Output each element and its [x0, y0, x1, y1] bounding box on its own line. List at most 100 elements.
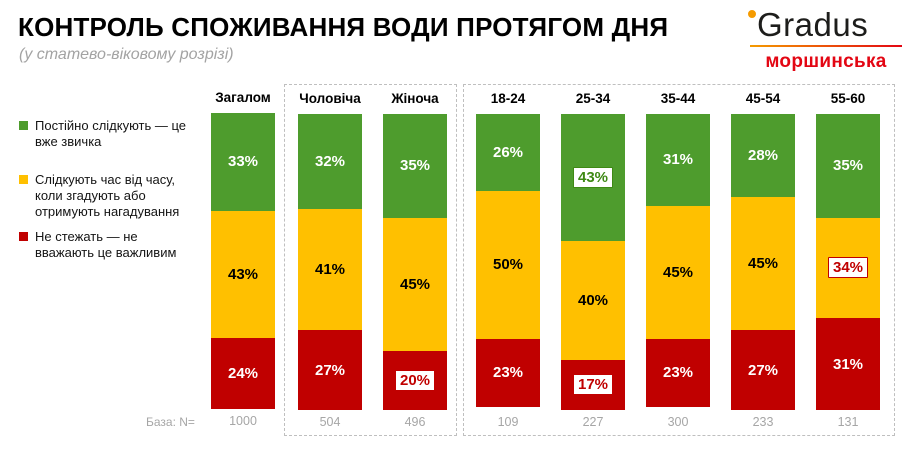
column-header-female: Жіноча	[391, 91, 439, 106]
segment-value-label: 43%	[572, 167, 614, 189]
plot-area: Загалом 33% 43% 24% 1000 Чоловіча 32% 41% 27% 504…	[195, 84, 895, 436]
segment-constant: 31%	[646, 114, 710, 206]
logo-underline	[750, 45, 902, 47]
column-total: Загалом 33% 43% 24% 1000	[211, 88, 275, 430]
segment-value-label: 50%	[492, 256, 524, 274]
column-header-age-35-44: 35-44	[660, 91, 696, 106]
segment-value-label: 45%	[399, 275, 431, 293]
segment-constant: 35%	[383, 114, 447, 218]
segment-value-label: 23%	[492, 364, 524, 382]
column-header-total: Загалом	[215, 90, 271, 105]
column-header-age-45-54: 45-54	[745, 91, 781, 106]
segment-never: 23%	[476, 338, 540, 408]
column-age-18-24: 18-24 26% 50% 23% 109	[476, 89, 540, 429]
stacked-bar-female: 35% 45% 20%	[383, 114, 447, 410]
segment-occasional: 45%	[646, 205, 710, 339]
column-female: Жіноча 35% 45% 20% 496	[383, 89, 447, 429]
legend-item-never: Не стежать — не вважають це важливим	[18, 229, 194, 261]
base-n-value-total: 1000	[229, 414, 257, 428]
segment-occasional: 40%	[561, 241, 625, 360]
segment-value-label: 43%	[227, 265, 259, 283]
legend-item-constant: Постійно слідкують — це вже звичка	[18, 118, 194, 150]
segment-constant: 33%	[211, 113, 275, 211]
group-age: 18-24 26% 50% 23% 109 25-34 43% 40% 17% 227 35-44 3…	[463, 84, 895, 436]
segment-value-label: 34%	[827, 257, 869, 279]
segment-value-label: 40%	[577, 291, 609, 309]
segment-constant: 43%	[561, 114, 625, 242]
segment-never: 17%	[561, 359, 625, 410]
base-n-value-female: 496	[404, 415, 426, 429]
segment-occasional: 43%	[211, 210, 275, 338]
segment-constant: 35%	[816, 114, 880, 218]
legend-swatch-occasional	[19, 175, 28, 184]
segment-value-label: 45%	[662, 263, 694, 281]
segment-occasional: 41%	[298, 208, 362, 331]
column-header-male: Чоловіча	[299, 91, 361, 106]
segment-occasional: 45%	[731, 196, 795, 331]
legend-label-never: Не стежать — не вважають це важливим	[35, 229, 177, 260]
segment-value-label: 41%	[314, 260, 346, 278]
segment-constant: 26%	[476, 114, 540, 191]
base-n-value-age-55-60: 131	[837, 415, 859, 429]
segment-constant: 32%	[298, 114, 362, 209]
segment-value-label: 20%	[394, 369, 436, 391]
segment-value-label: 45%	[747, 254, 779, 272]
base-n-value-age-25-34: 227	[582, 415, 604, 429]
base-n-value-age-35-44: 300	[667, 415, 689, 429]
group-gender: Чоловіча 32% 41% 27% 504 Жіноча 35% 45% 20% 496	[284, 84, 457, 436]
legend-label-occasional: Слідкують час від часу, коли згадують аб…	[35, 172, 180, 219]
base-n-value-male: 504	[319, 415, 341, 429]
stacked-bar-male: 32% 41% 27%	[298, 114, 362, 410]
logo-brand-row: Gradus	[748, 6, 904, 44]
segment-never: 27%	[731, 330, 795, 410]
base-n-value-age-45-54: 233	[752, 415, 774, 429]
segment-value-label: 23%	[662, 364, 694, 382]
column-header-age-55-60: 55-60	[830, 91, 866, 106]
stacked-bar-age-55-60: 35% 34% 31%	[816, 114, 880, 410]
segment-value-label: 27%	[747, 361, 779, 379]
legend-swatch-constant	[19, 121, 28, 130]
gradus-logo: Gradus моршинська	[748, 6, 904, 73]
segment-value-label: 35%	[832, 157, 864, 175]
legend: Постійно слідкують — це вже звичка Слідку…	[18, 118, 194, 261]
group-total: Загалом 33% 43% 24% 1000	[195, 84, 284, 436]
segment-never: 27%	[298, 330, 362, 410]
segment-never: 23%	[646, 338, 710, 408]
column-header-age-18-24: 18-24	[490, 91, 526, 106]
segment-occasional: 45%	[383, 217, 447, 351]
logo-subbrand-text: моршинська	[765, 51, 887, 72]
page-title: КОНТРОЛЬ СПОЖИВАННЯ ВОДИ ПРОТЯГОМ ДНЯ	[18, 12, 669, 42]
base-n-label: База: N=	[146, 415, 195, 429]
column-age-25-34: 25-34 43% 40% 17% 227	[561, 89, 625, 429]
segment-never: 20%	[383, 350, 447, 410]
segment-value-label: 28%	[747, 146, 779, 164]
column-header-age-25-34: 25-34	[575, 91, 611, 106]
column-age-55-60: 55-60 35% 34% 31% 131	[816, 89, 880, 429]
stacked-bar-age-45-54: 28% 45% 27%	[731, 114, 795, 410]
column-male: Чоловіча 32% 41% 27% 504	[298, 89, 362, 429]
legend-swatch-never	[19, 232, 28, 241]
segment-never: 31%	[816, 318, 880, 410]
logo-brand-text: Gradus	[757, 6, 869, 43]
segment-occasional: 50%	[476, 190, 540, 339]
segment-value-label: 31%	[662, 151, 694, 169]
segment-value-label: 27%	[314, 361, 346, 379]
stacked-bar-age-25-34: 43% 40% 17%	[561, 114, 625, 410]
stacked-bar-age-35-44: 31% 45% 23%	[646, 114, 710, 410]
segment-never: 24%	[211, 337, 275, 409]
page-subtitle: (у статево-віковому розрізі)	[19, 46, 234, 63]
segment-value-label: 17%	[572, 374, 614, 396]
segment-value-label: 33%	[227, 153, 259, 171]
segment-value-label: 24%	[227, 364, 259, 382]
degree-icon	[748, 10, 756, 18]
segment-constant: 28%	[731, 114, 795, 197]
legend-item-occasional: Слідкують час від часу, коли згадують аб…	[18, 172, 194, 220]
segment-value-label: 31%	[832, 355, 864, 373]
segment-occasional: 34%	[816, 217, 880, 319]
segment-value-label: 32%	[314, 152, 346, 170]
segment-value-label: 26%	[492, 143, 524, 161]
column-age-35-44: 35-44 31% 45% 23% 300	[646, 89, 710, 429]
base-n-value-age-18-24: 109	[497, 415, 519, 429]
stacked-bar-total: 33% 43% 24%	[211, 113, 275, 409]
